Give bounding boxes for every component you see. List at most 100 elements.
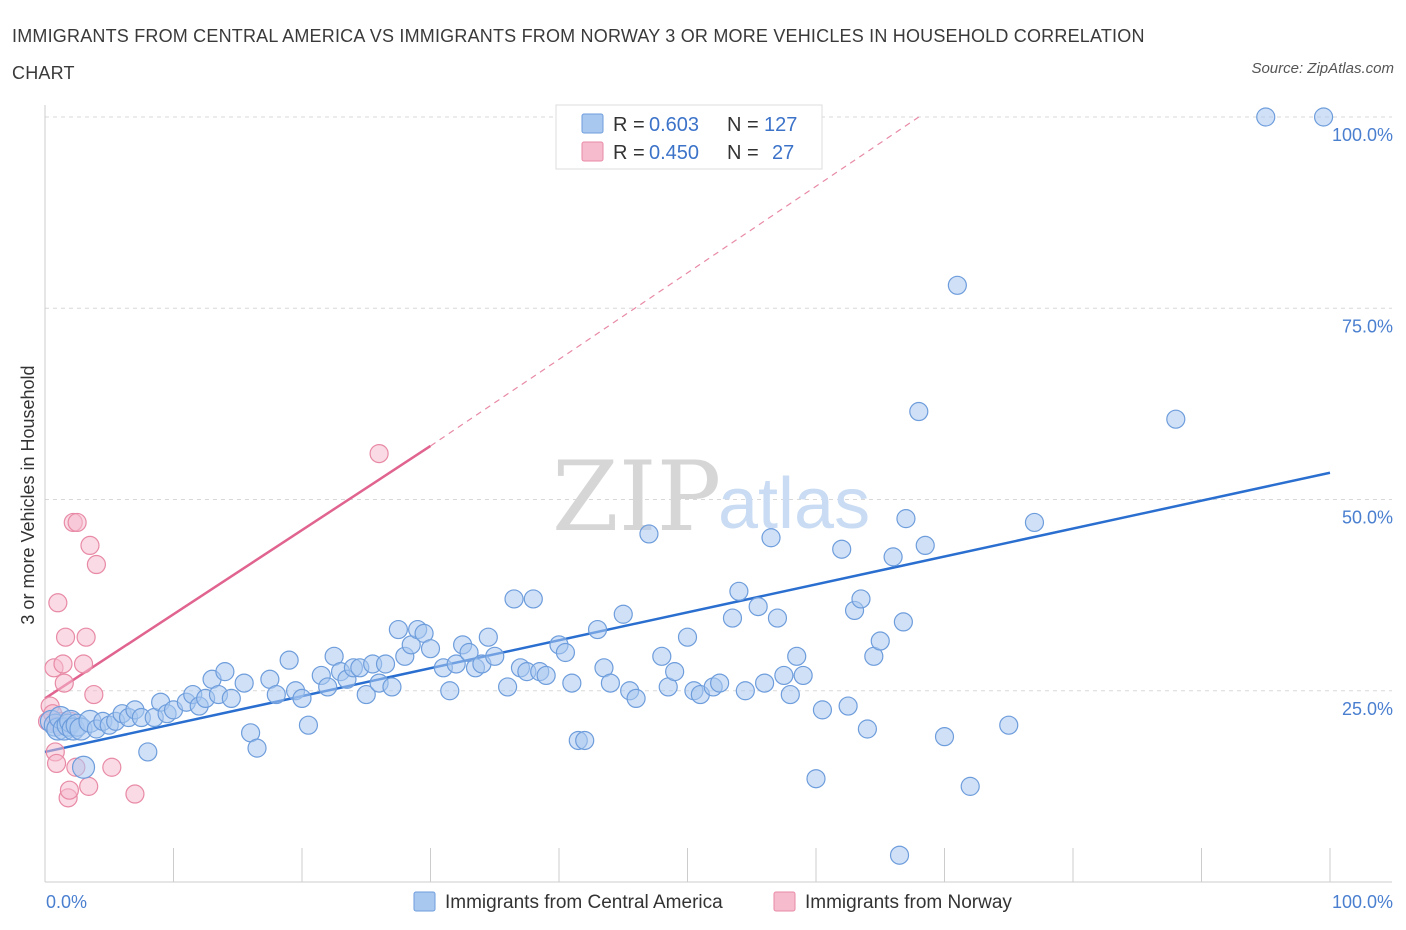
watermark: ZIP atlas [552, 441, 870, 553]
point-central-america-105 [787, 646, 807, 666]
watermark-zip: ZIP [552, 441, 721, 553]
legend-swatch-norway [581, 141, 604, 162]
point-norway-23 [102, 757, 122, 777]
point-central-america-86 [626, 688, 646, 709]
point-central-america-106 [793, 665, 813, 686]
point-central-america-91 [677, 627, 698, 647]
y-tick-label-0: 25.0% [1342, 699, 1393, 719]
point-central-america-49 [356, 684, 376, 705]
y-axis-label: 3 or more Vehicles in Household [18, 365, 38, 624]
point-central-america-98 [735, 681, 755, 701]
legend-n-label-1: N = [727, 142, 759, 164]
point-central-america-95 [710, 673, 730, 693]
point-central-america-81 [587, 619, 608, 640]
point-central-america-116 [883, 547, 903, 567]
point-central-america-103 [774, 665, 794, 686]
point-central-america-69 [498, 677, 518, 697]
x-tick-labels: 0.0% 100.0% [46, 892, 1393, 912]
point-norway-8 [53, 654, 73, 674]
point-central-america-37 [266, 684, 286, 705]
y-tick-label-3: 100.0% [1332, 125, 1393, 145]
chart-source: Source: ZipAtlas.com [1251, 60, 1394, 77]
point-central-america-62 [446, 654, 466, 674]
trend-line-central-america [44, 471, 1331, 754]
y-tick-labels: 25.0% 50.0% 75.0% 100.0% [1332, 125, 1393, 719]
point-central-america-112 [851, 589, 871, 609]
point-central-america-128 [1256, 107, 1276, 127]
point-central-america-118 [893, 612, 913, 632]
y-tick-label-1: 50.0% [1342, 508, 1393, 528]
point-central-america-32 [221, 688, 241, 709]
point-central-america-90 [665, 662, 685, 682]
point-norway-18 [76, 627, 96, 647]
point-central-america-33 [234, 673, 254, 693]
point-central-america-73 [523, 589, 543, 609]
legend-n-label-0: N = [727, 114, 759, 136]
point-central-america-52 [375, 654, 396, 674]
point-central-america-108 [812, 700, 833, 720]
point-central-america-83 [600, 673, 621, 693]
axes [44, 105, 1392, 883]
point-central-america-109 [832, 539, 852, 559]
point-central-america-84 [613, 604, 633, 624]
point-central-america-119 [896, 509, 916, 529]
point-norway-9 [54, 673, 74, 693]
watermark-atlas: atlas [718, 464, 870, 544]
point-central-america-124 [960, 776, 980, 796]
legend-n-value-0: 127 [764, 114, 797, 136]
point-central-america-43 [318, 677, 338, 697]
point-central-america-54 [388, 619, 408, 640]
top-legend: R = 0.603 N = 127 R = 0.450 N = 27 [555, 104, 823, 170]
point-norway-19 [79, 776, 99, 796]
legend-n-value-1: 27 [772, 142, 794, 164]
point-central-america-31 [215, 662, 235, 682]
chart-title: IMMIGRANTS FROM CENTRAL AMERICA VS IMMIG… [12, 26, 1145, 83]
bottom-legend-swatch-norway [773, 891, 796, 912]
point-central-america-102 [767, 608, 788, 628]
point-central-america-10 [71, 755, 96, 779]
point-central-america-127 [1166, 409, 1186, 429]
legend-r-label-0: R = [613, 114, 645, 136]
point-norway-21 [84, 684, 104, 705]
point-central-america-75 [536, 665, 556, 686]
point-central-america-107 [806, 769, 826, 789]
point-central-america-120 [909, 401, 929, 422]
point-central-america-38 [279, 650, 299, 670]
point-central-america-104 [780, 684, 800, 705]
point-central-america-41 [298, 715, 319, 735]
legend-swatch-central-america [581, 113, 604, 134]
trend-lines [44, 116, 1331, 754]
bottom-legend-label-norway: Immigrants from Norway [805, 892, 1012, 913]
point-central-america-126 [1024, 512, 1045, 533]
point-central-america-77 [555, 642, 576, 663]
point-norway-6 [48, 593, 68, 613]
point-norway-20 [80, 535, 100, 556]
point-central-america-110 [838, 696, 858, 716]
trend-line-norway [44, 444, 432, 700]
point-central-america-122 [934, 727, 955, 747]
point-norway-25 [369, 444, 389, 464]
point-central-america-121 [915, 535, 935, 556]
x-tick-label-1: 100.0% [1332, 892, 1393, 912]
point-norway-16 [67, 512, 87, 533]
point-central-america-101 [761, 528, 781, 548]
point-central-america-96 [722, 608, 743, 628]
point-norway-12 [59, 780, 80, 800]
point-central-america-20 [138, 742, 158, 762]
bottom-legend-label-central-america: Immigrants from Central America [445, 892, 723, 913]
bottom-legend-swatch-central-america [413, 891, 436, 912]
y-tick-label-2: 75.0% [1342, 316, 1393, 336]
legend-r-label-1: R = [613, 142, 645, 164]
point-central-america-35 [247, 738, 267, 758]
legend-r-value-1: 0.450 [649, 142, 699, 164]
point-central-america-68 [485, 646, 505, 666]
point-central-america-88 [652, 646, 672, 666]
point-norway-10 [55, 627, 76, 647]
point-central-america-80 [575, 730, 595, 751]
point-central-america-100 [754, 673, 775, 693]
legend-r-value-0: 0.603 [649, 114, 699, 136]
data-points [37, 107, 1334, 865]
point-norway-17 [73, 654, 94, 674]
point-central-america-70 [504, 589, 524, 609]
